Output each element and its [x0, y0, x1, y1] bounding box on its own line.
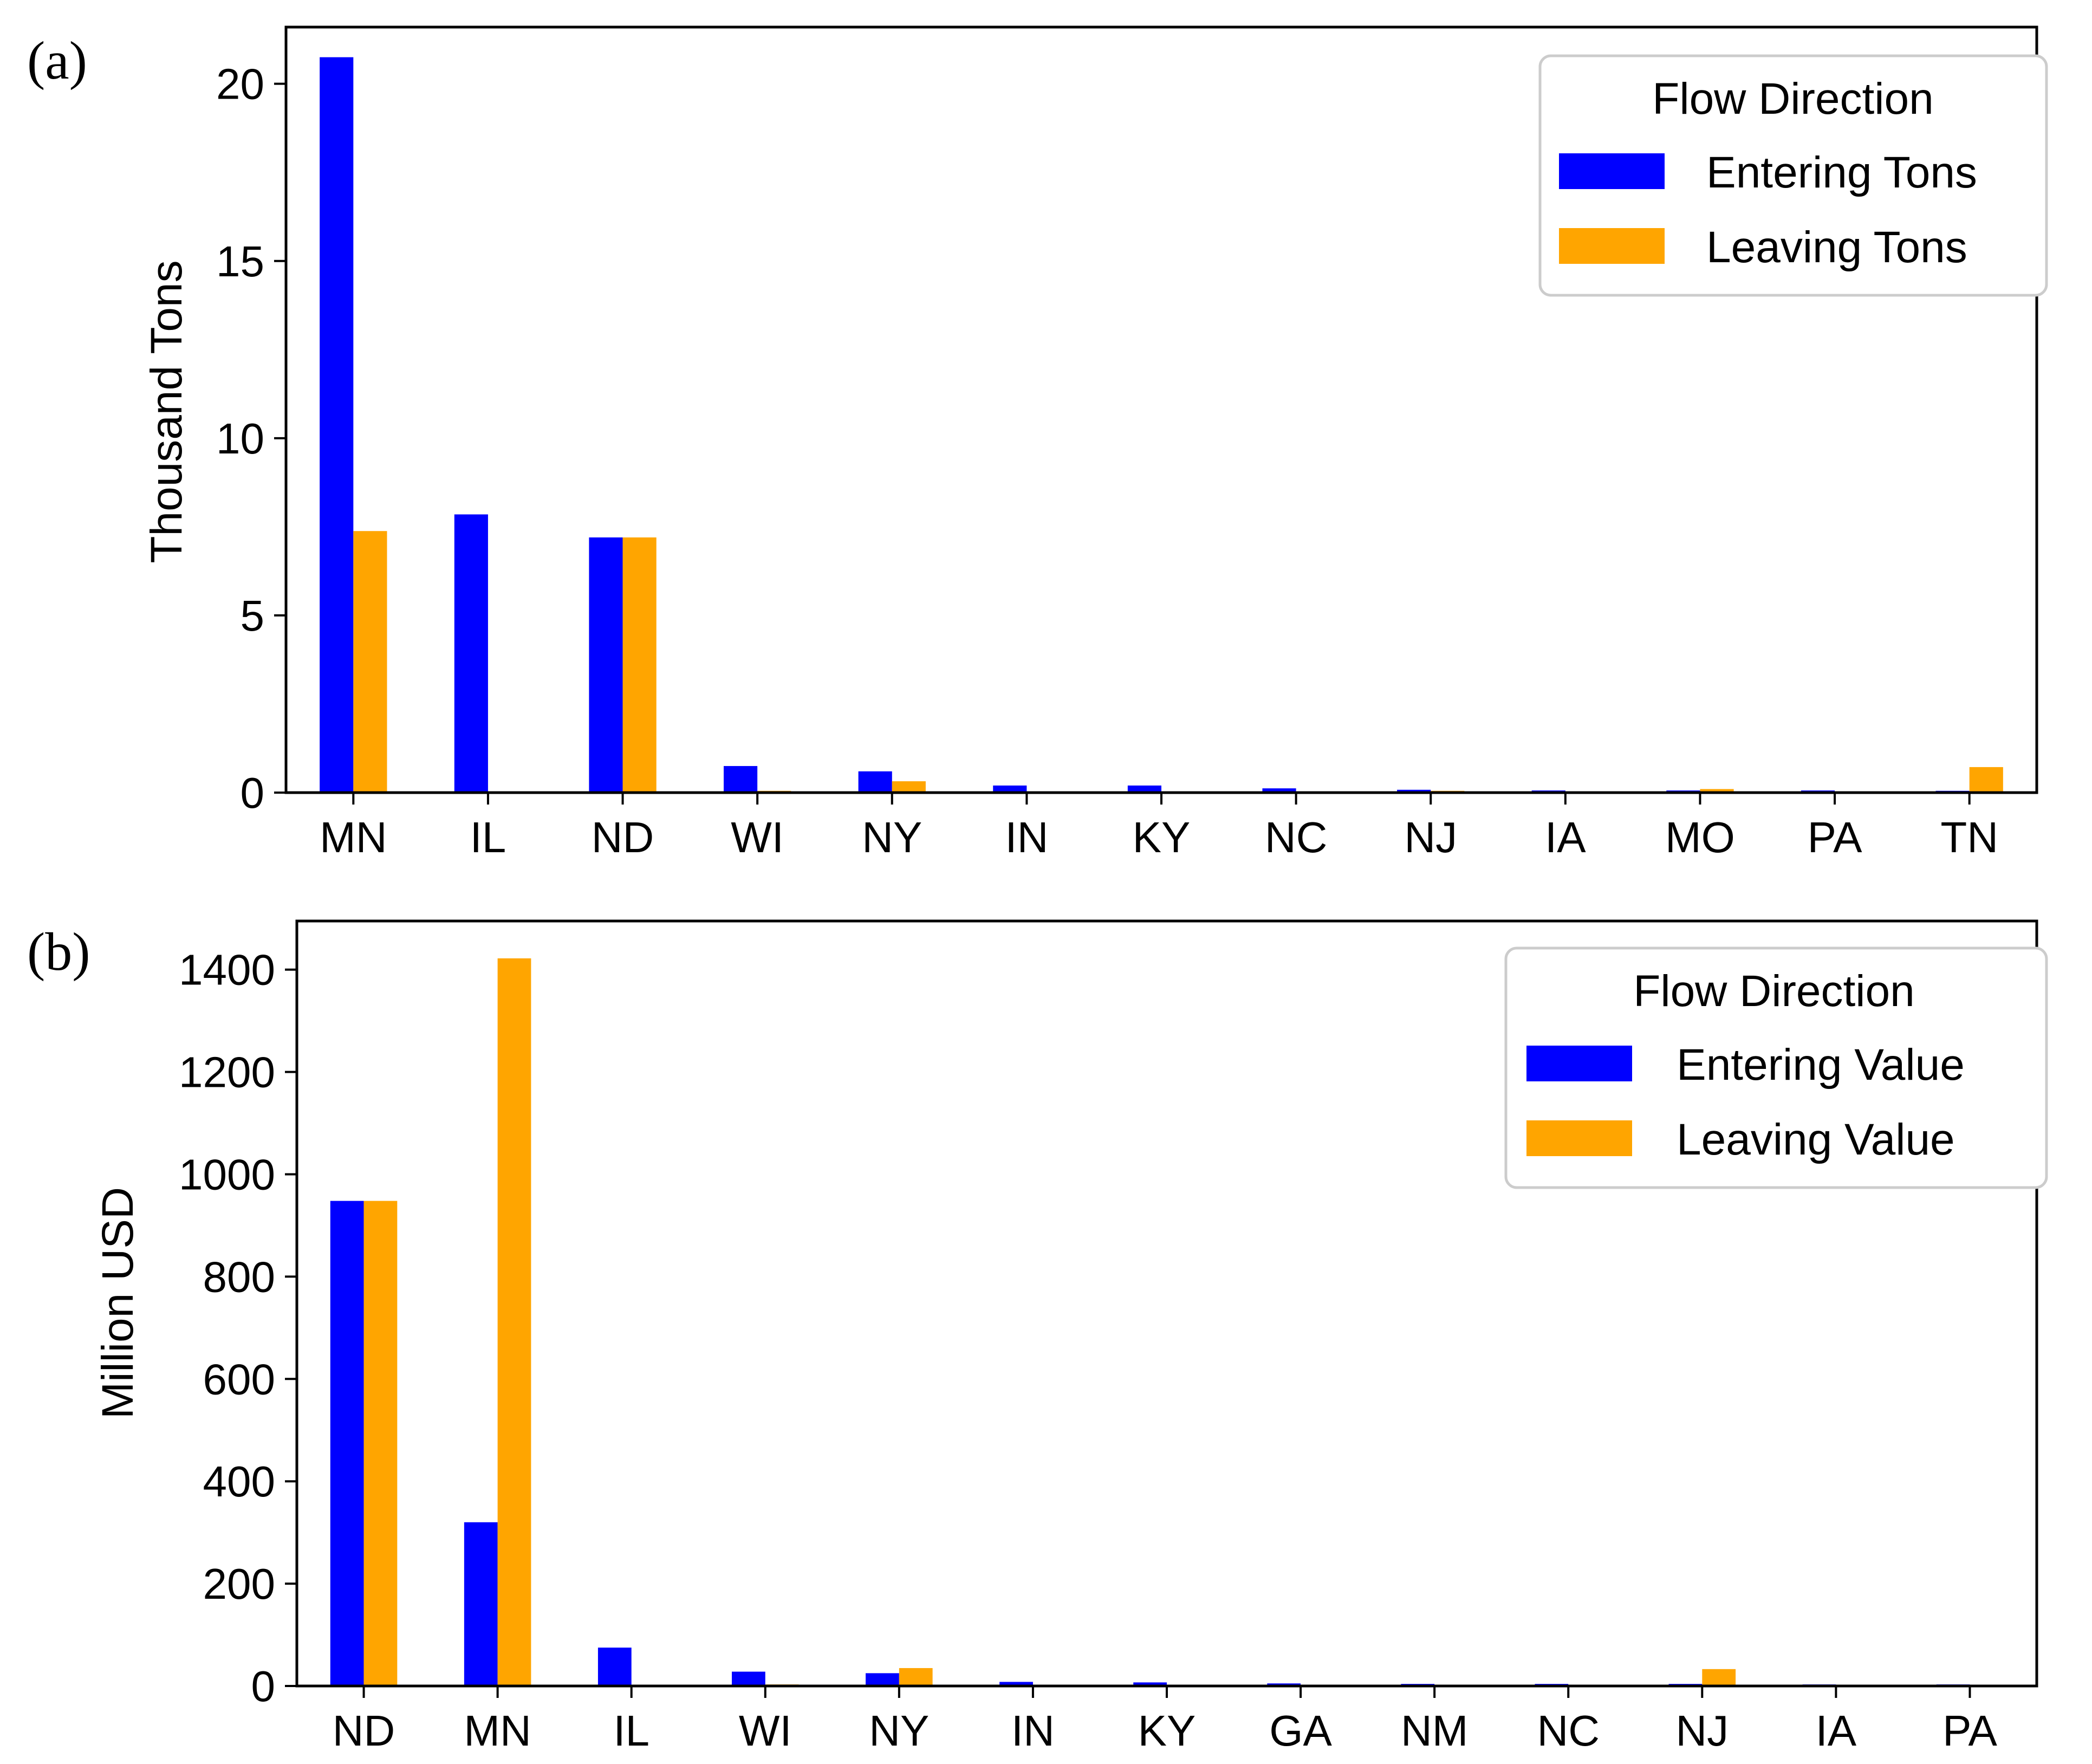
bar-entering-value-ky — [1133, 1682, 1167, 1686]
x-tick-label-nc: NC — [1265, 813, 1328, 861]
x-tick-label-nj: NJ — [1675, 1707, 1729, 1755]
y-tick-label-0: 0 — [251, 1662, 276, 1710]
y-tick-label-400: 400 — [203, 1457, 275, 1506]
y-tick-label-200: 200 — [203, 1560, 275, 1608]
legend-box-b — [1504, 946, 2048, 1189]
plot-frame-a — [284, 25, 2038, 794]
x-tick-label-ny: NY — [869, 1707, 929, 1755]
x-tick-label-nm: NM — [1401, 1707, 1468, 1755]
legend-swatch-entering-value — [1526, 1046, 1632, 1081]
y-tick-label-1400: 1400 — [179, 946, 275, 994]
x-tick-label-il: IL — [470, 813, 506, 861]
legend-title-b: Flow Direction — [1633, 967, 1914, 1016]
bar-entering-tons-mn — [320, 57, 354, 793]
legend-label-entering-tons: Entering Tons — [1706, 148, 1977, 197]
x-tick-label-wi: WI — [731, 813, 784, 861]
x-tick-label-tn: TN — [1940, 813, 1998, 861]
y-tick-label-1200: 1200 — [179, 1048, 275, 1097]
bar-entering-value-mn — [464, 1522, 498, 1686]
legend-a: Flow Direction Entering Tons Leaving Ton… — [1538, 54, 2048, 297]
bar-entering-value-ny — [866, 1673, 899, 1686]
bar-leaving-tons-mn — [353, 531, 387, 793]
x-tick-label-in: IN — [1011, 1707, 1055, 1755]
panel-a: (a) Thousand Tons 0 5 10 15 20 MN IL ND WI NY IN K… — [27, 25, 2048, 861]
x-tick-label-ga: GA — [1269, 1707, 1332, 1755]
x-tick-label-il: IL — [613, 1707, 649, 1755]
x-tick-label-nd: ND — [592, 813, 654, 861]
x-tick-label-mo: MO — [1665, 813, 1735, 861]
legend-label-leaving-value: Leaving Value — [1677, 1115, 1955, 1164]
y-tick-label-1000: 1000 — [179, 1151, 275, 1199]
x-tick-label-nd: ND — [333, 1707, 395, 1755]
x-tick-label-nc: NC — [1537, 1707, 1600, 1755]
bar-leaving-tons-nd — [622, 537, 657, 793]
y-tick-label-5: 5 — [241, 592, 265, 640]
x-tick-label-nj: NJ — [1404, 813, 1457, 861]
bar-leaving-value-mn — [497, 958, 531, 1686]
bar-leaving-tons-ny — [892, 781, 926, 793]
y-axis-title-a: Thousand Tons — [142, 260, 191, 563]
x-ticks-a: MN IL ND WI NY IN KY NC NJ IA MO PA TN — [320, 793, 1998, 861]
panel-b: (b) Million USD 0 200 400 600 800 1000 1200 140… — [27, 919, 2048, 1755]
bar-entering-tons-ky — [1127, 785, 1161, 793]
y-tick-label-800: 800 — [203, 1253, 275, 1301]
x-ticks-b: ND MN IL WI NY IN KY GA NM NC NJ IA PA — [333, 1686, 1997, 1755]
legend-swatch-leaving-tons — [1559, 228, 1665, 264]
panel-label-b: (b) — [27, 922, 90, 982]
legend-b: Flow Direction Entering Value Leaving Va… — [1504, 946, 2048, 1189]
bar-entering-tons-in — [993, 785, 1027, 793]
bar-entering-value-nd — [330, 1201, 364, 1686]
bar-entering-tons-ny — [858, 771, 892, 793]
legend-swatch-entering-tons — [1559, 153, 1665, 189]
y-tick-label-0: 0 — [241, 769, 265, 817]
x-tick-label-in: IN — [1005, 813, 1048, 861]
panel-label-a: (a) — [27, 30, 87, 90]
bar-entering-tons-nc — [1262, 788, 1296, 793]
y-tick-label-600: 600 — [203, 1355, 275, 1403]
y-tick-label-15: 15 — [216, 237, 264, 286]
x-tick-label-ia: IA — [1545, 813, 1586, 861]
bars-b — [330, 958, 1970, 1686]
legend-label-leaving-tons: Leaving Tons — [1706, 223, 1967, 272]
x-tick-label-wi: WI — [739, 1707, 792, 1755]
bar-entering-value-il — [597, 1648, 632, 1686]
y-ticks-b: 0 200 400 600 800 1000 1200 1400 — [179, 946, 297, 1710]
bar-leaving-tons-tn — [1969, 767, 2003, 793]
x-tick-label-pa: PA — [1942, 1707, 1997, 1755]
x-tick-label-mn: MN — [464, 1707, 531, 1755]
bar-leaving-value-nj — [1702, 1669, 1736, 1686]
bar-leaving-value-ny — [899, 1668, 933, 1686]
bar-entering-value-wi — [732, 1671, 765, 1686]
bar-leaving-value-nd — [363, 1201, 398, 1686]
x-tick-label-ky: KY — [1138, 1707, 1196, 1755]
x-tick-label-ky: KY — [1133, 813, 1191, 861]
legend-box-a — [1538, 54, 2048, 297]
bar-entering-value-in — [999, 1682, 1033, 1686]
bar-entering-tons-wi — [724, 766, 758, 793]
bar-entering-tons-nd — [589, 537, 623, 793]
bars-a — [320, 57, 2003, 793]
legend-title-a: Flow Direction — [1652, 74, 1933, 124]
x-tick-label-ia: IA — [1816, 1707, 1857, 1755]
y-axis-title-b: Million USD — [93, 1187, 142, 1419]
x-tick-label-pa: PA — [1808, 813, 1862, 861]
x-tick-label-ny: NY — [862, 813, 922, 861]
bar-entering-tons-il — [454, 514, 488, 793]
legend-label-entering-value: Entering Value — [1677, 1040, 1965, 1089]
y-tick-label-20: 20 — [216, 60, 264, 108]
legend-swatch-leaving-value — [1526, 1120, 1632, 1156]
plot-frame-b — [295, 919, 2038, 1688]
bar-entering-tons-nj — [1397, 789, 1431, 793]
bar-leaving-tons-mo — [1700, 789, 1734, 793]
x-tick-label-mn: MN — [320, 813, 387, 861]
y-tick-label-10: 10 — [216, 414, 264, 463]
y-ticks-a: 0 5 10 15 20 — [216, 60, 286, 817]
